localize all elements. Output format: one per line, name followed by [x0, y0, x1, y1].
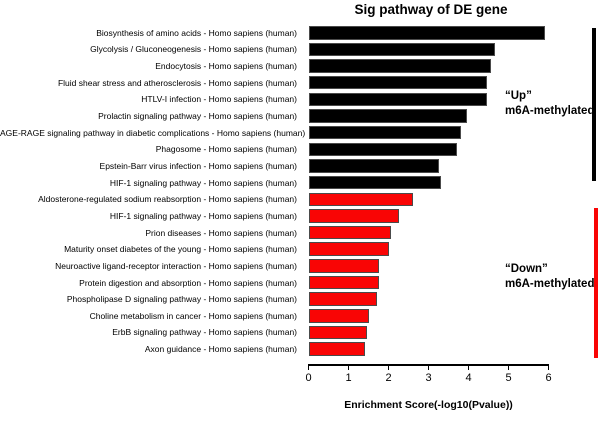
- chart-row: Endocytosis - Homo sapiens (human): [0, 59, 600, 73]
- x-tick: [427, 364, 430, 370]
- down-bar: [308, 192, 413, 206]
- category-label: ErbB signaling pathway - Homo sapiens (h…: [112, 327, 297, 338]
- chart-row: Glycolysis / Gluconeogenesis - Homo sapi…: [0, 42, 600, 57]
- chart-title: Sig pathway of DE gene: [354, 2, 508, 17]
- chart-row: ErbB signaling pathway - Homo sapiens (h…: [0, 325, 600, 340]
- down-bar: [308, 292, 377, 306]
- up-bar: [308, 59, 491, 73]
- x-tick: [387, 364, 390, 370]
- down-annotation-line2: m6A-methylated: [505, 278, 595, 290]
- x-tick-label: 1: [345, 372, 352, 384]
- down-bracket-line: [594, 208, 598, 358]
- up-bar: [308, 42, 495, 57]
- chart-row: Prolactin signaling pathway - Homo sapie…: [0, 109, 600, 123]
- chart-row: Neuroactive ligand-receptor interaction …: [0, 259, 600, 273]
- category-label: Neuroactive ligand-receptor interaction …: [55, 260, 297, 271]
- chart-row: Biosynthesis of amino acids - Homo sapie…: [0, 26, 600, 40]
- chart-row: HIF-1 signaling pathway - Homo sapiens (…: [0, 175, 600, 190]
- up-bracket-line: [592, 28, 596, 181]
- category-label: Aldosterone-regulated sodium reabsorptio…: [38, 194, 297, 205]
- x-axis-title: Enrichment Score(-log10(Pvalue)): [344, 399, 513, 411]
- chart-row: AGE-RAGE signaling pathway in diabetic c…: [0, 125, 600, 140]
- x-tick: [347, 364, 350, 370]
- down-bar: [308, 209, 399, 223]
- category-label: Biosynthesis of amino acids - Homo sapie…: [96, 27, 297, 38]
- category-label: Prion diseases - Homo sapiens (human): [145, 227, 297, 238]
- chart-row: Aldosterone-regulated sodium reabsorptio…: [0, 192, 600, 206]
- category-label: Protein digestion and absorption - Homo …: [79, 277, 297, 288]
- down-annotation-line1: “Down”: [505, 263, 548, 275]
- category-label: Phagosome - Homo sapiens (human): [155, 144, 297, 155]
- down-bar: [308, 325, 367, 340]
- up-bar: [308, 92, 487, 107]
- category-label: Axon guidance - Homo sapiens (human): [144, 344, 297, 355]
- x-tick-label: 0: [305, 372, 312, 384]
- down-bar: [308, 275, 379, 290]
- up-bar: [308, 125, 461, 140]
- category-label: HIF-1 signaling pathway - Homo sapiens (…: [109, 210, 297, 221]
- chart-row: Choline metabolism in cancer - Homo sapi…: [0, 309, 600, 323]
- x-tick-label: 6: [545, 372, 552, 384]
- up-bar: [308, 142, 457, 157]
- category-label: AGE-RAGE signaling pathway in diabetic c…: [0, 127, 306, 138]
- up-bar: [308, 109, 467, 123]
- up-bar: [308, 26, 545, 40]
- category-label: Maturity onset diabetes of the young - H…: [64, 244, 297, 255]
- chart-row: Phospholipase D signaling pathway - Homo…: [0, 292, 600, 306]
- chart-row: Fluid shear stress and atherosclerosis -…: [0, 75, 600, 90]
- up-annotation-line2: m6A-methylated: [505, 105, 595, 117]
- category-label: HIF-1 signaling pathway - Homo sapiens (…: [109, 177, 297, 188]
- down-annotation: “Down” m6A-methylated: [505, 262, 594, 292]
- chart-row: Prion diseases - Homo sapiens (human): [0, 225, 600, 240]
- category-label: HTLV-I infection - Homo sapiens (human): [141, 94, 297, 105]
- x-tick-label: 2: [385, 372, 392, 384]
- x-tick-label: 3: [425, 372, 432, 384]
- down-bar: [308, 242, 389, 256]
- up-bar: [308, 159, 439, 173]
- chart-row: HTLV-I infection - Homo sapiens (human): [0, 92, 600, 107]
- chart-row: Epstein-Barr virus infection - Homo sapi…: [0, 159, 600, 173]
- category-label: Prolactin signaling pathway - Homo sapie…: [98, 111, 297, 121]
- chart-row: Protein digestion and absorption - Homo …: [0, 275, 600, 290]
- x-tick: [307, 364, 310, 370]
- chart-row: Maturity onset diabetes of the young - H…: [0, 242, 600, 256]
- down-bar: [308, 309, 369, 323]
- down-bar: [308, 342, 365, 356]
- chart-row: HIF-1 signaling pathway - Homo sapiens (…: [0, 209, 600, 223]
- x-tick-label: 5: [505, 372, 512, 384]
- up-annotation-line1: “Up”: [505, 90, 532, 102]
- up-bar: [308, 75, 487, 90]
- up-annotation: “Up” m6A-methylated: [505, 89, 594, 119]
- category-label: Epstein-Barr virus infection - Homo sapi…: [99, 160, 297, 171]
- chart-row: Phagosome - Homo sapiens (human): [0, 142, 600, 157]
- x-tick-label: 4: [465, 372, 472, 384]
- category-label: Endocytosis - Homo sapiens (human): [155, 61, 297, 72]
- category-label: Glycolysis / Gluconeogenesis - Homo sapi…: [90, 44, 297, 55]
- down-bar: [308, 259, 379, 273]
- category-label: Choline metabolism in cancer - Homo sapi…: [89, 310, 297, 321]
- x-tick: [467, 364, 470, 370]
- down-bar: [308, 225, 391, 240]
- x-tick: [507, 364, 510, 370]
- x-tick: [547, 364, 550, 370]
- chart-row: Axon guidance - Homo sapiens (human): [0, 342, 600, 356]
- category-label: Fluid shear stress and atherosclerosis -…: [57, 77, 297, 88]
- category-label: Phospholipase D signaling pathway - Homo…: [66, 294, 297, 305]
- up-bar: [308, 175, 441, 190]
